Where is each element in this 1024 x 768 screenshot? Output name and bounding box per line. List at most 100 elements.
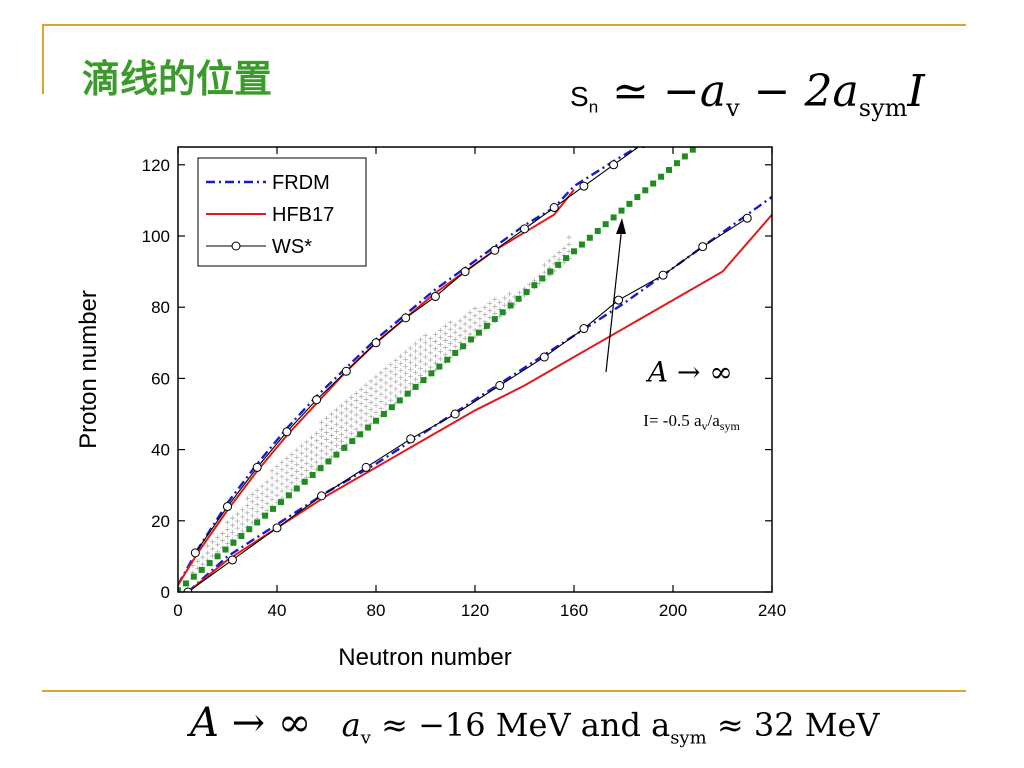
nucleus-mark bbox=[279, 474, 285, 480]
nucleus-mark bbox=[398, 360, 404, 366]
nucleus-mark bbox=[319, 455, 325, 461]
nucleus-mark bbox=[423, 347, 428, 353]
nucleus-mark bbox=[225, 533, 230, 539]
limit-marker bbox=[238, 532, 245, 539]
nucleus-mark bbox=[353, 390, 359, 396]
nucleus-mark bbox=[259, 490, 265, 496]
nucleus-mark bbox=[462, 328, 468, 334]
limit-marker bbox=[539, 275, 546, 282]
nucleus-mark bbox=[383, 394, 389, 400]
nucleus-mark bbox=[368, 414, 374, 420]
nucleus-mark bbox=[561, 246, 567, 252]
nucleus-mark bbox=[378, 384, 384, 390]
plot-area bbox=[178, 147, 772, 592]
y-tick-label: 100 bbox=[142, 227, 170, 246]
nucleus-mark bbox=[319, 434, 325, 440]
nucleus-mark bbox=[304, 453, 310, 459]
limit-marker bbox=[428, 370, 435, 377]
nucleus-mark bbox=[502, 295, 508, 301]
nucleus-mark bbox=[358, 386, 364, 392]
y-tick-label: 0 bbox=[161, 583, 170, 602]
nucleus-mark bbox=[289, 466, 295, 472]
nucleus-mark bbox=[353, 419, 359, 425]
ws-marker bbox=[640, 147, 647, 148]
nucleus-mark bbox=[566, 249, 572, 255]
nucleus-mark bbox=[551, 254, 557, 260]
nucleus-mark bbox=[289, 451, 295, 457]
y-tick-label: 20 bbox=[151, 512, 170, 531]
nucleus-mark bbox=[358, 415, 364, 421]
limit-marker bbox=[460, 343, 467, 350]
ws-marker bbox=[698, 242, 708, 252]
limit-marker bbox=[262, 512, 269, 519]
nucleus-mark bbox=[408, 359, 414, 365]
limit-line bbox=[178, 147, 696, 592]
drip-line-chart: 0 40 80 120 160 200 240 0 20 40 60 80 100 120 Neutron … bbox=[75, 146, 786, 671]
nucleus-mark bbox=[442, 345, 448, 351]
nucleus-mark bbox=[408, 366, 414, 372]
limit-marker bbox=[230, 539, 237, 546]
limit-marker bbox=[563, 255, 570, 262]
formula-lhs: Sn bbox=[570, 81, 599, 117]
ws-marker bbox=[361, 462, 371, 472]
limit-marker bbox=[555, 261, 562, 268]
nucleus-mark bbox=[328, 447, 334, 453]
ws-marker bbox=[312, 395, 322, 405]
nucleus-mark bbox=[338, 431, 344, 437]
nucleus-mark bbox=[269, 468, 275, 474]
nucleus-mark bbox=[338, 438, 344, 444]
limit-marker bbox=[547, 268, 554, 275]
limit-marker bbox=[396, 397, 403, 404]
nucleus-mark bbox=[220, 530, 226, 536]
limit-marker bbox=[190, 573, 197, 580]
nucleus-mark bbox=[284, 463, 290, 469]
nucleus-mark bbox=[432, 346, 438, 352]
nucleus-mark bbox=[383, 401, 389, 407]
nucleus-mark bbox=[284, 455, 290, 461]
ws-marker bbox=[450, 409, 460, 419]
nucleus-mark bbox=[289, 473, 295, 479]
nucleus-mark bbox=[462, 314, 468, 320]
nucleus-mark bbox=[447, 341, 453, 347]
limit-marker bbox=[499, 309, 506, 316]
nucleus-mark bbox=[210, 539, 216, 545]
nucleus-mark bbox=[229, 529, 235, 535]
nucleus-mark bbox=[284, 484, 290, 490]
limit-marker bbox=[571, 248, 577, 255]
nucleus-mark bbox=[239, 521, 245, 527]
nucleus-mark bbox=[368, 399, 374, 405]
nucleus-mark bbox=[492, 296, 498, 302]
ws-marker bbox=[495, 381, 505, 391]
nucleus-mark bbox=[274, 492, 280, 498]
nucleus-mark bbox=[343, 406, 349, 412]
nucleus-mark bbox=[487, 300, 493, 306]
nucleus-mark bbox=[482, 304, 488, 310]
ws-marker bbox=[539, 352, 549, 362]
ws-marker bbox=[183, 587, 193, 592]
limit-marker bbox=[222, 546, 229, 553]
nucleus-mark bbox=[309, 442, 315, 448]
nucleus-mark bbox=[373, 374, 379, 380]
limit-marker bbox=[246, 526, 253, 533]
limit-marker bbox=[341, 444, 348, 451]
nucleus-mark bbox=[333, 443, 339, 449]
nucleus-mark bbox=[269, 489, 275, 495]
x-tick-label: 240 bbox=[758, 601, 786, 620]
nucleus-mark bbox=[328, 418, 334, 424]
nucleus-mark bbox=[244, 496, 250, 502]
nucleus-mark bbox=[388, 383, 394, 389]
nucleus-mark bbox=[442, 338, 448, 344]
nucleus-mark bbox=[274, 464, 280, 470]
nucleus-mark bbox=[427, 357, 433, 363]
nucleus-mark bbox=[482, 312, 488, 318]
nucleus-mark bbox=[244, 510, 250, 516]
nucleus-mark bbox=[423, 340, 428, 346]
limit-marker bbox=[483, 322, 490, 329]
nucleus-mark bbox=[358, 401, 364, 407]
nucleus-mark bbox=[541, 262, 547, 268]
nucleus-mark bbox=[403, 385, 409, 391]
nucleus-mark bbox=[418, 372, 424, 378]
formula-rhs: ≃ −av − 2asymI bbox=[612, 66, 925, 122]
nucleus-mark bbox=[418, 358, 424, 364]
limit-marker bbox=[214, 553, 221, 560]
